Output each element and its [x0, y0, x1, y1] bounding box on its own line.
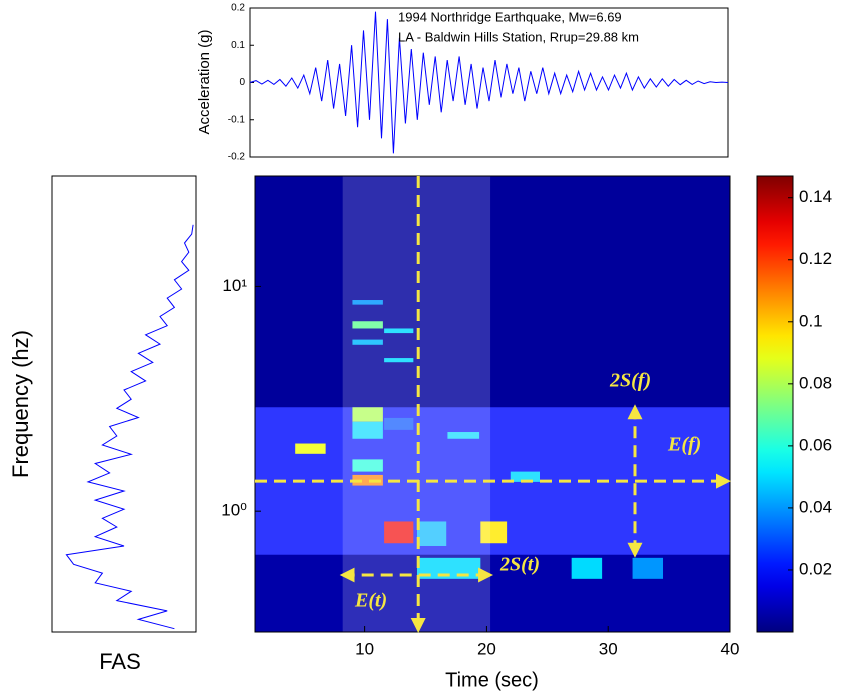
annotation: 2S(f) [609, 370, 651, 392]
heatmap-cell [510, 471, 540, 482]
y-tick-label: 0 [239, 77, 245, 88]
heatmap-cell [352, 407, 383, 422]
time-spread-band [342, 176, 491, 632]
colorbar-tick-label: 0.08 [799, 373, 832, 392]
x-axis-label: Time (sec) [445, 669, 539, 691]
annotation: E(t) [354, 590, 387, 612]
fas-line [65, 224, 194, 630]
annotation: E(f) [667, 434, 701, 456]
title-line: 1994 Northridge Earthquake, Mw=6.69 [398, 9, 622, 24]
heatmap-cell [352, 321, 383, 329]
x-tick-label: 40 [721, 639, 740, 658]
y-tick-label: -0.1 [228, 114, 246, 125]
colorbar-tick-label: 0.1 [799, 311, 823, 330]
title-line: LA - Baldwin Hills Station, Rrup=29.88 k… [398, 29, 639, 44]
y-tick-label: 10⁰ [221, 501, 247, 520]
colorbar-tick-label: 0.02 [799, 559, 832, 578]
y-tick-label: -0.2 [228, 152, 246, 163]
x-tick-label: 20 [477, 639, 496, 658]
colorbar-tick-label: 0.04 [799, 497, 832, 516]
heatmap-cell [480, 521, 508, 544]
heatmap-cell [384, 328, 414, 334]
colorbar-tick-label: 0.12 [799, 249, 832, 268]
heatmap-cell [571, 557, 603, 579]
heatmap-cell [352, 339, 383, 345]
heatmap-cell [416, 521, 447, 546]
annotation: 2S(t) [499, 554, 540, 576]
heatmap-cell [352, 300, 383, 305]
fas-label: FAS [99, 649, 141, 674]
x-tick-label: 30 [599, 639, 618, 658]
colorbar-tick-label: 0.06 [799, 435, 832, 454]
heatmap-cell [295, 443, 326, 454]
y-tick-label: 10¹ [222, 276, 247, 295]
heatmap-cell [384, 417, 414, 430]
heatmap-cell [447, 432, 480, 439]
x-tick-label: 10 [355, 639, 374, 658]
heatmap-cell [384, 358, 414, 363]
heatmap-cell [352, 421, 383, 439]
heatmap-cell [384, 521, 414, 544]
accel-line [249, 11, 729, 154]
heatmap-cell [352, 459, 383, 472]
y-tick-label: 0.1 [231, 40, 245, 51]
accelerogram: -0.2 -0.1 0 0.1 0.2 1994 Northridge Earthquak… [196, 3, 729, 163]
y-axis-label: Acceleration (g) [196, 29, 213, 134]
spectrogram: E(t) 2S(t) E(f) 2S(f) 10 20 30 40 10⁰ 10¹ Time (se… [221, 175, 832, 691]
colorbar [756, 175, 794, 633]
colorbar-tick-label: 0.14 [799, 187, 832, 206]
heatmap-cell [632, 557, 664, 579]
plot-frame [254, 175, 731, 633]
heatmap-cell [352, 474, 383, 486]
fas-panel: FAS Frequency (hz) [8, 175, 197, 674]
y-axis-label: Frequency (hz) [8, 330, 33, 478]
y-tick-label: 0.2 [231, 3, 245, 14]
